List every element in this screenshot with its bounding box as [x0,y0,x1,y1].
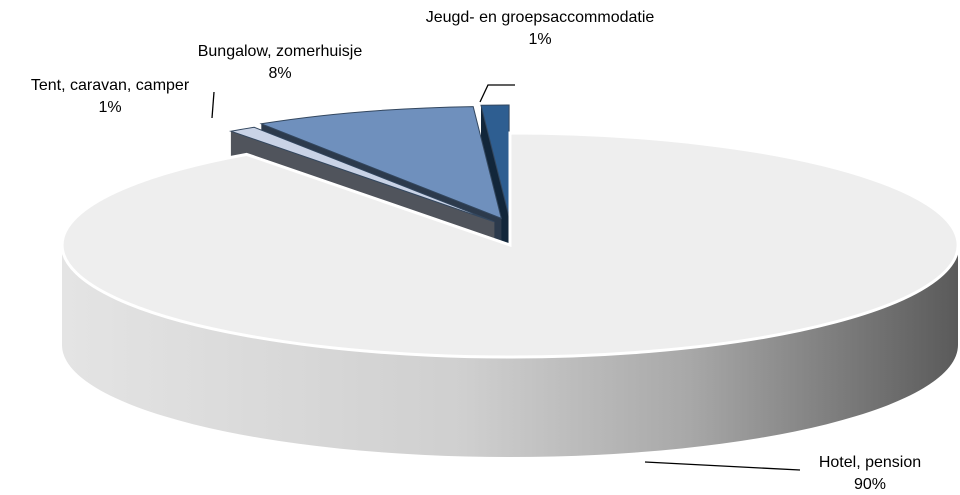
slice-label: Jeugd- en groepsaccommodatie [426,9,655,26]
labels: Hotel, pension 90% Tent, caravan, camper 1%… [31,9,921,493]
leader-line [644,461,801,471]
leader-line [211,91,215,119]
pie [60,104,960,457]
slice [259,106,503,220]
slice-label: Bungalow, zomerhuisje [198,43,363,60]
slice-label: Hotel, pension [819,454,921,471]
slice-value-label: 1% [98,99,121,116]
slice [228,126,495,223]
slice-side [62,245,958,457]
slice-value-label: 8% [268,65,291,82]
slice-value-label: 1% [528,31,551,48]
slice-value-label: 90% [854,476,886,493]
leader-line [479,84,515,103]
slice [480,104,510,218]
slice-label: Tent, caravan, camper [31,77,190,94]
slice [60,131,960,359]
